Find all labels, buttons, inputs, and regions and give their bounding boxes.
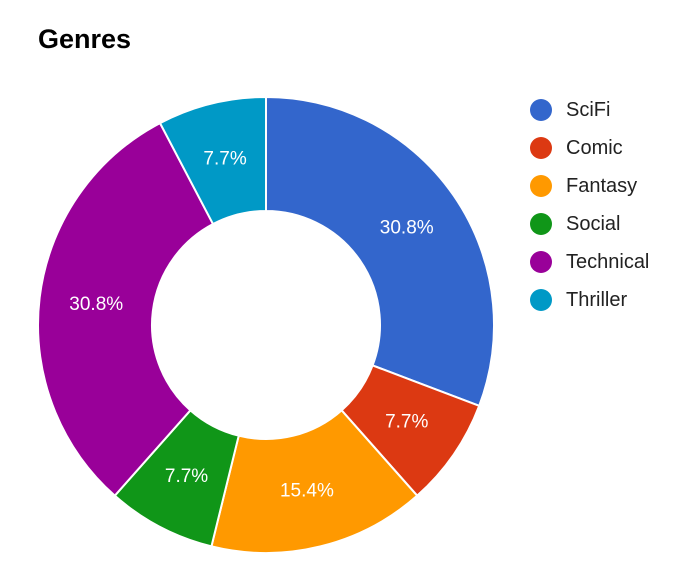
legend-label-scifi: SciFi xyxy=(566,98,611,121)
legend-swatch-comic xyxy=(530,137,552,159)
legend-item-thriller[interactable]: Thriller xyxy=(530,281,649,319)
legend-label-comic: Comic xyxy=(566,136,623,159)
slice-fantasy[interactable] xyxy=(210,408,419,554)
legend-label-technical: Technical xyxy=(566,250,650,273)
chart-legend: SciFi Comic Fantasy Social Technical Thriller xyxy=(530,91,649,319)
chart-title: Genres xyxy=(38,24,132,54)
slice-thriller[interactable] xyxy=(158,95,267,226)
slice-label-thriller: 7.7% xyxy=(203,148,246,169)
legend-swatch-technical xyxy=(530,251,552,273)
slice-label-scifi: 30.8% xyxy=(380,217,434,238)
legend-swatch-thriller xyxy=(530,289,552,311)
slice-label-fantasy: 15.4% xyxy=(280,481,334,502)
slice-scifi[interactable] xyxy=(265,95,495,408)
slice-technical[interactable] xyxy=(37,121,215,498)
legend-label-thriller: Thriller xyxy=(566,288,628,311)
legend-item-comic[interactable]: Comic xyxy=(530,129,649,167)
legend-item-social[interactable]: Social xyxy=(530,205,649,243)
legend-item-technical[interactable]: Technical xyxy=(530,243,649,281)
legend-item-scifi[interactable]: SciFi xyxy=(530,91,649,129)
legend-item-fantasy[interactable]: Fantasy xyxy=(530,167,649,205)
legend-swatch-scifi xyxy=(530,99,552,121)
legend-label-social: Social xyxy=(566,212,621,235)
legend-swatch-social xyxy=(530,213,552,235)
slice-label-technical: 30.8% xyxy=(69,294,123,315)
slice-label-comic: 7.7% xyxy=(385,412,428,433)
legend-swatch-fantasy xyxy=(530,175,552,197)
slice-label-social: 7.7% xyxy=(165,466,208,487)
legend-label-fantasy: Fantasy xyxy=(566,174,638,197)
